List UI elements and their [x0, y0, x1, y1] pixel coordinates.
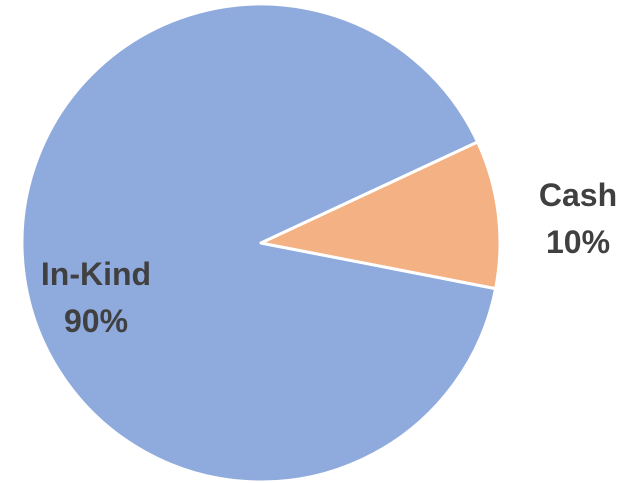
- pie-slice-cash: [259, 140, 502, 291]
- data-label-cash-category: Cash: [539, 177, 617, 213]
- labels-layer: In-Kind 90% Cash 10%: [41, 177, 617, 339]
- data-label-in-kind-category: In-Kind: [41, 256, 151, 292]
- slices-layer: [20, 2, 502, 483]
- data-label-in-kind-percent: 90%: [64, 303, 128, 339]
- data-label-cash-percent: 10%: [546, 224, 610, 260]
- pie-slice-in-kind: [20, 2, 498, 483]
